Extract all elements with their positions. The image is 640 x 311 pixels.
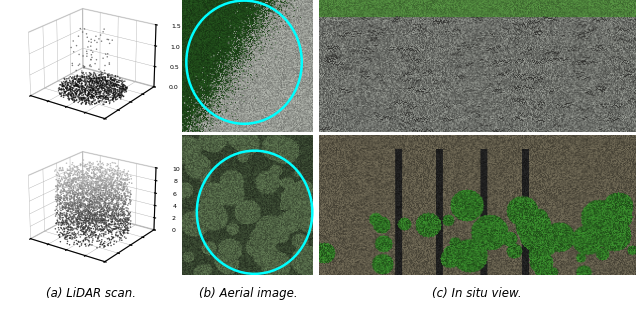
- Text: (c) In situ view.: (c) In situ view.: [432, 287, 522, 300]
- Text: (b) Aerial image.: (b) Aerial image.: [198, 287, 298, 300]
- Text: (a) LiDAR scan.: (a) LiDAR scan.: [46, 287, 136, 300]
